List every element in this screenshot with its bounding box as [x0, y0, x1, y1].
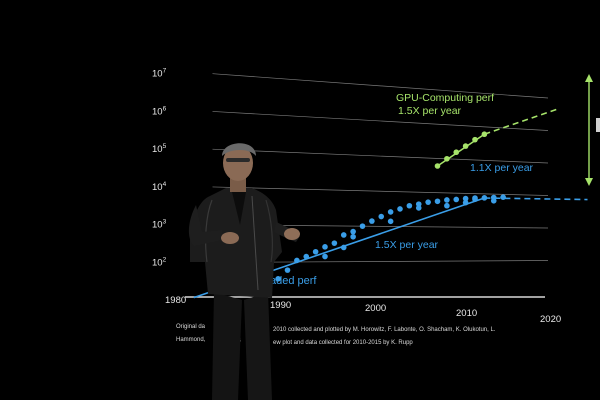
data-point — [369, 218, 375, 224]
data-point — [237, 287, 244, 293]
x-tick-label: 2010 — [456, 308, 477, 319]
grid-line — [212, 260, 549, 263]
data-point — [350, 233, 356, 240]
data-point — [331, 240, 338, 246]
x-tick-label: 2000 — [365, 303, 386, 314]
data-point — [500, 194, 506, 200]
y-tick-label: 106 — [152, 105, 167, 117]
data-point — [444, 202, 450, 209]
y-tick-label: 107 — [152, 68, 167, 80]
data-point — [322, 253, 328, 260]
data-point — [472, 196, 478, 203]
y-tick-label: 102 — [152, 256, 167, 268]
grid-line — [212, 73, 549, 99]
data-point — [472, 136, 478, 143]
trend-lines — [193, 107, 588, 299]
data-point — [425, 199, 431, 205]
x-tick-labels: 1980 1990 2000 2010 2020 — [165, 295, 561, 325]
source-line-2c: ew plot and data collected for 2010-2015… — [273, 340, 413, 346]
data-point — [294, 257, 300, 264]
data-point — [406, 202, 413, 209]
y-tick-label: 104 — [152, 181, 167, 193]
grid-line — [212, 148, 549, 164]
y-tick-label: 105 — [152, 143, 167, 155]
grid-line — [212, 111, 549, 131]
data-point — [359, 223, 366, 229]
data-point — [284, 267, 291, 273]
cpu-title-label: aded perf — [270, 275, 317, 287]
data-point — [378, 213, 385, 220]
x-tick-label: 1980 — [165, 295, 186, 306]
data-point — [444, 155, 450, 162]
data-point — [444, 197, 450, 203]
data-point — [350, 228, 356, 235]
trend-line — [484, 197, 588, 201]
grid-line — [212, 224, 549, 229]
data-point — [340, 232, 347, 238]
data-point — [453, 196, 460, 203]
trend-line — [193, 197, 485, 299]
x-tick-label: 2020 — [540, 314, 561, 325]
data-point — [434, 163, 441, 169]
data-point — [340, 244, 347, 251]
source-line-2b: B — [237, 338, 241, 344]
data-point — [462, 199, 469, 206]
data-point — [481, 195, 488, 201]
data-point — [481, 131, 488, 138]
x-tick-label: 1990 — [270, 300, 291, 311]
gpu-title-label: GPU-Computing perf — [396, 92, 494, 104]
source-line-1a: Original da — [176, 324, 206, 330]
trend-line — [484, 107, 560, 135]
data-point — [312, 248, 319, 255]
cpu-early-rate-label: 1.5X per year — [375, 239, 439, 251]
data-point — [397, 206, 403, 212]
source-line-1b: 2010 collected and plotted by M. Horowit… — [273, 327, 496, 333]
data-point — [490, 197, 497, 204]
data-point — [434, 198, 441, 205]
gpu-rate-label: 1.5X per year — [398, 105, 462, 117]
data-point — [322, 244, 328, 250]
data-point — [453, 149, 460, 156]
data-point — [387, 218, 394, 225]
cpu-recent-rate-label: 1.1X per year — [470, 162, 534, 174]
data-point — [247, 278, 253, 285]
data-point — [415, 205, 422, 211]
data-point — [303, 253, 310, 260]
data-point — [387, 209, 394, 215]
y-tick-label: 103 — [152, 219, 167, 231]
source-line-2a: Hammond, — [176, 337, 206, 343]
grid-line — [212, 186, 549, 196]
y-tick-labels: 102 103 104 105 106 107 — [152, 68, 167, 269]
data-point — [462, 143, 469, 149]
data-point — [462, 195, 469, 202]
gap-arrow — [585, 74, 600, 186]
